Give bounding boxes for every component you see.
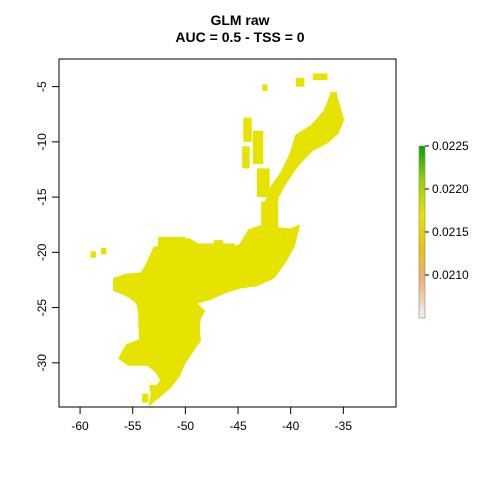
x-tick-label: -60 (71, 419, 89, 433)
raster-patch (194, 274, 208, 293)
map-title: GLM raw (210, 12, 270, 28)
raster-patch (243, 117, 252, 142)
raster-patch (257, 168, 270, 198)
plot-frame (58, 58, 397, 408)
legend-tick-label: 0.0220 (432, 182, 469, 196)
legend-tick-label: 0.0215 (432, 225, 469, 239)
raster-patch (296, 77, 305, 87)
y-tick-label: -15 (35, 188, 49, 206)
x-tick-label: -50 (177, 419, 195, 433)
legend-colorbar (418, 145, 426, 319)
raster-patch (158, 236, 186, 246)
y-tick-label: -30 (35, 354, 49, 372)
y-axis: -5 -10 -15 -20 -25 -30 (35, 81, 60, 372)
x-tick-label: -45 (229, 419, 247, 433)
raster-patch (90, 251, 96, 258)
raster-patch (330, 92, 337, 115)
raster-patch (242, 146, 250, 169)
raster-patch (177, 264, 194, 285)
y-tick-label: -25 (35, 299, 49, 317)
raster-layer (90, 73, 345, 407)
raster-patch (262, 84, 268, 91)
raster-patch (160, 254, 175, 266)
raster-patch (198, 243, 235, 254)
x-tick-label: -35 (335, 419, 353, 433)
x-tick-label: -40 (282, 419, 300, 433)
x-tick-label: -55 (124, 419, 142, 433)
raster-patch (142, 393, 149, 403)
raster-patch (149, 384, 155, 392)
y-tick-label: -10 (35, 133, 49, 151)
raster-patch (312, 73, 328, 80)
color-legend: 0.0210 0.0215 0.0220 0.0225 (418, 139, 469, 319)
raster-patch (234, 263, 244, 273)
x-axis: -60 -55 -50 -45 -40 -35 (71, 406, 353, 433)
y-tick-label: -20 (35, 243, 49, 261)
y-tick-label: -5 (35, 81, 49, 92)
raster-patch (252, 130, 264, 164)
raster-patch (261, 201, 279, 228)
map-subtitle: AUC = 0.5 - TSS = 0 (175, 29, 305, 45)
raster-patch (101, 247, 107, 255)
raster-patch (213, 240, 224, 248)
legend-tick-label: 0.0210 (432, 268, 469, 282)
legend-tick-label: 0.0225 (432, 139, 469, 153)
raster-patch (114, 283, 126, 293)
